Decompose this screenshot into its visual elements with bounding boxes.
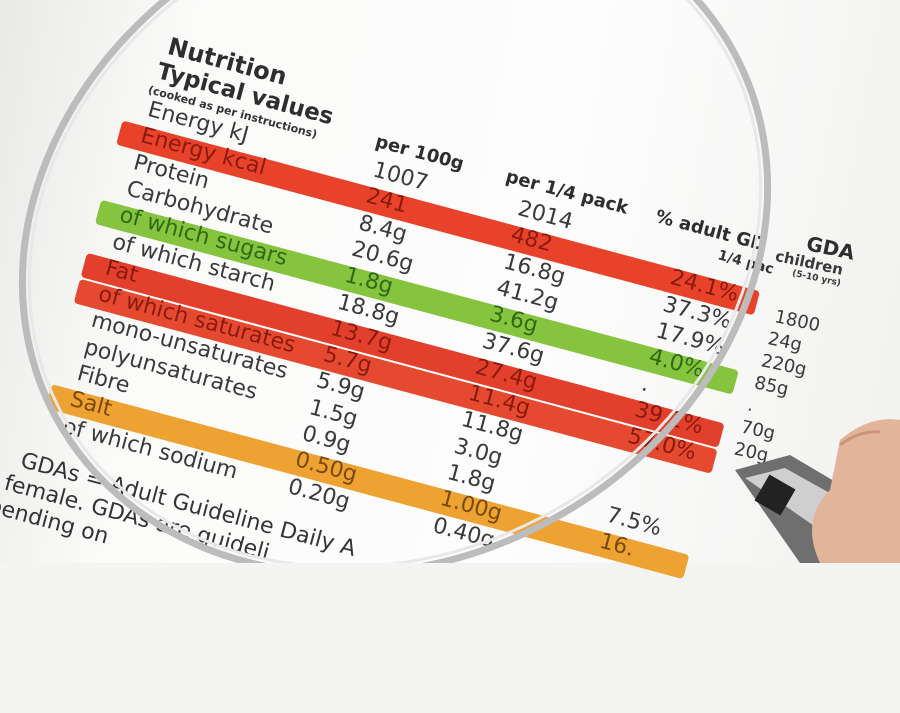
lens-rim bbox=[18, 0, 772, 563]
magnifying-glass bbox=[18, 0, 900, 563]
hand bbox=[812, 419, 900, 563]
